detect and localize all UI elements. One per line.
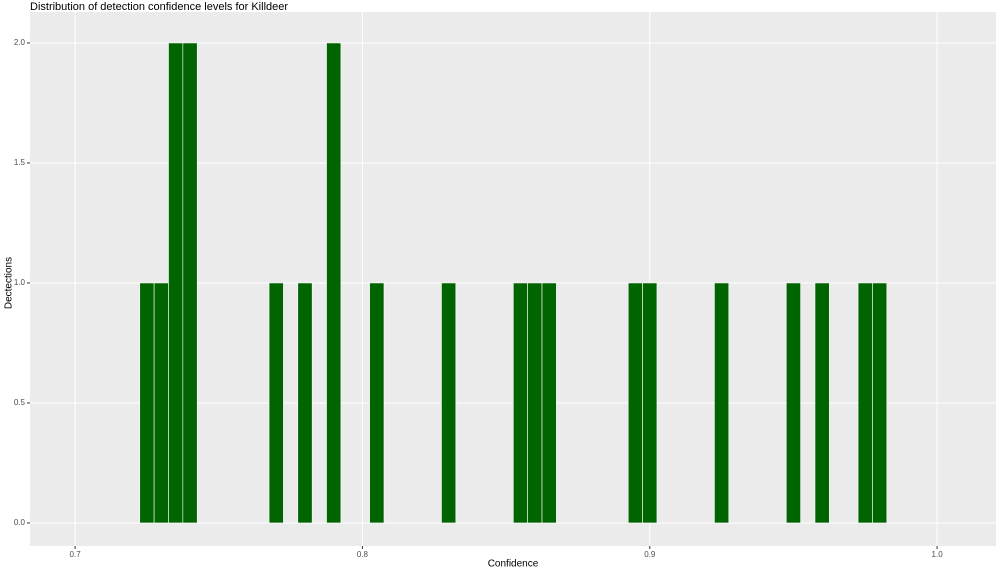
bar [297,282,313,524]
y-tick-label: 0.5 [14,398,26,407]
bar [139,282,155,524]
x-tick-label: 0.9 [644,550,656,559]
bar [268,282,284,524]
x-axis-label: Confidence [488,559,539,570]
bar [168,42,184,524]
x-tick-label: 1.0 [932,550,944,559]
y-tick-label: 1.5 [14,158,26,167]
bar [872,282,888,524]
y-tick-label: 1.0 [14,278,26,287]
bar [326,42,342,524]
y-tick-label: 0.0 [14,518,26,527]
bar [714,282,730,524]
bar [785,282,801,524]
bar [441,282,457,524]
y-axis-label: Dectections [4,257,15,309]
bar [541,282,557,524]
x-tick-label: 0.8 [357,550,369,559]
bar [369,282,385,524]
bar [627,282,643,524]
bar [857,282,873,524]
bar [642,282,658,524]
x-tick-label: 0.7 [70,550,82,559]
y-tick-label: 2.0 [14,38,26,47]
bar [527,282,543,524]
bar [153,282,169,524]
bar [512,282,528,524]
bar [814,282,830,524]
bar [182,42,198,524]
chart-title: Distribution of detection confidence lev… [30,1,288,13]
